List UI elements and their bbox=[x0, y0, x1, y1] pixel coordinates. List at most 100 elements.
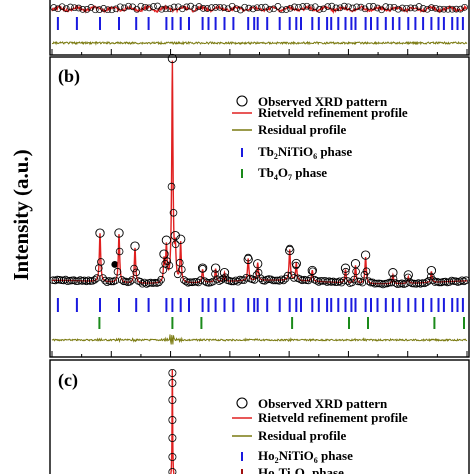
observed-point bbox=[350, 259, 361, 269]
observed-point bbox=[132, 268, 141, 277]
panel-c-label: (c) bbox=[58, 370, 78, 391]
observed-point bbox=[282, 6, 290, 13]
observed-point bbox=[419, 5, 427, 12]
observed-point bbox=[217, 276, 226, 284]
observed-point bbox=[57, 276, 66, 285]
observed-point bbox=[319, 277, 327, 285]
observed-point bbox=[227, 277, 236, 286]
observed-point bbox=[54, 5, 62, 13]
impurity-marker: ● bbox=[110, 256, 120, 273]
observed-point bbox=[415, 3, 423, 10]
observed-point bbox=[165, 261, 174, 270]
observed-point bbox=[286, 4, 294, 12]
observed-point bbox=[285, 245, 295, 256]
observed-point bbox=[262, 3, 269, 11]
observed-point bbox=[140, 278, 149, 287]
observed-point bbox=[445, 278, 454, 286]
observed-point bbox=[444, 5, 452, 13]
observed-point bbox=[410, 279, 419, 288]
observed-point bbox=[341, 267, 350, 276]
observed-point bbox=[403, 4, 410, 12]
observed-point bbox=[296, 275, 304, 284]
observed-point bbox=[145, 4, 153, 12]
observed-point bbox=[137, 2, 145, 10]
observed-point bbox=[216, 3, 224, 11]
observed-point bbox=[423, 5, 431, 13]
observed-point bbox=[299, 3, 307, 10]
observed-point bbox=[435, 278, 443, 287]
observed-point bbox=[232, 276, 240, 285]
observed-point bbox=[304, 276, 313, 285]
observed-point bbox=[257, 4, 265, 11]
observed-point bbox=[168, 378, 177, 387]
observed-point bbox=[369, 3, 377, 10]
observed-point bbox=[178, 265, 186, 274]
observed-point bbox=[420, 279, 429, 288]
panel-a-residual-line bbox=[51, 40, 468, 46]
observed-point bbox=[170, 3, 178, 11]
observed-point bbox=[174, 3, 182, 11]
observed-point bbox=[399, 4, 406, 12]
observed-point bbox=[321, 276, 329, 285]
observed-point bbox=[72, 277, 80, 286]
observed-point bbox=[244, 253, 253, 262]
observed-point bbox=[269, 276, 277, 285]
observed-point bbox=[458, 276, 466, 285]
observed-point bbox=[440, 5, 448, 13]
observed-point bbox=[332, 4, 340, 12]
observed-point bbox=[161, 235, 172, 245]
observed-point bbox=[460, 277, 468, 286]
observed-point bbox=[439, 277, 448, 286]
legend-residual-label: Residual profile bbox=[258, 122, 346, 137]
observed-point bbox=[186, 278, 194, 287]
observed-point bbox=[432, 4, 439, 12]
observed-point bbox=[285, 244, 294, 253]
y-axis-label: Intensity (a.u.) bbox=[9, 149, 33, 280]
observed-point bbox=[87, 4, 95, 11]
observed-point bbox=[238, 276, 246, 284]
observed-point bbox=[219, 267, 230, 278]
observed-point bbox=[461, 3, 468, 11]
observed-point bbox=[191, 4, 199, 12]
observed-point bbox=[157, 275, 165, 284]
observed-point bbox=[168, 368, 177, 377]
observed-point bbox=[266, 5, 273, 13]
observed-point bbox=[385, 278, 394, 287]
observed-point bbox=[167, 53, 178, 64]
observed-point bbox=[424, 276, 433, 285]
observed-point bbox=[436, 5, 444, 13]
observed-point bbox=[291, 258, 301, 269]
observed-point bbox=[356, 277, 365, 286]
legend-c-observed-symbol bbox=[236, 397, 248, 409]
observed-point bbox=[357, 3, 365, 11]
observed-point bbox=[96, 6, 103, 13]
observed-point bbox=[354, 277, 363, 286]
observed-point bbox=[154, 2, 161, 10]
observed-point bbox=[303, 2, 311, 10]
observed-point bbox=[108, 6, 116, 14]
observed-point bbox=[113, 267, 122, 276]
panel-b-residual-line bbox=[51, 334, 468, 345]
observed-point bbox=[79, 6, 87, 13]
observed-point bbox=[428, 4, 435, 11]
observed-point bbox=[74, 277, 82, 285]
observed-point bbox=[99, 274, 107, 282]
observed-point bbox=[209, 277, 217, 286]
observed-point bbox=[449, 277, 458, 285]
observed-point bbox=[210, 263, 221, 273]
observed-point bbox=[307, 4, 315, 12]
observed-point bbox=[50, 4, 58, 11]
legend-c-observed-label: Observed XRD pattern bbox=[258, 396, 388, 411]
observed-point bbox=[95, 228, 105, 238]
observed-point bbox=[291, 3, 298, 11]
observed-point bbox=[62, 5, 70, 12]
observed-point bbox=[168, 415, 177, 424]
observed-point bbox=[176, 258, 184, 267]
observed-point bbox=[243, 254, 253, 265]
observed-point bbox=[270, 5, 278, 13]
observed-point bbox=[290, 274, 298, 282]
observed-point bbox=[373, 279, 381, 288]
observed-point bbox=[316, 6, 323, 13]
observed-point bbox=[171, 240, 180, 249]
